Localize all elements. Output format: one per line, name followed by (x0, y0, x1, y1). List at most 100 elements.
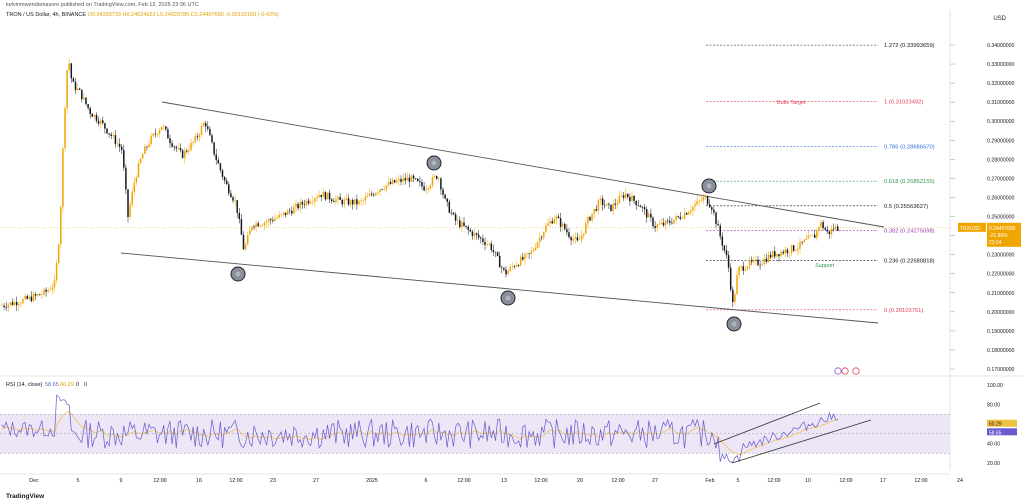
candle-body (683, 212, 686, 219)
candle-body (419, 181, 421, 183)
candle-body (24, 296, 26, 299)
candle-body (362, 200, 364, 201)
candle-body (223, 177, 226, 181)
candle-body (211, 135, 213, 143)
price-tick-label: 0.27000000 (987, 176, 1015, 182)
candle-body (501, 267, 503, 268)
candle-body (225, 180, 228, 185)
candle-body (578, 239, 581, 241)
candle-body (209, 128, 211, 136)
candle-body (553, 219, 556, 224)
candle-body (830, 228, 833, 235)
candle-body (43, 289, 45, 295)
candle-body (532, 249, 535, 252)
fib-level-label: 1 (0.31023492) (884, 100, 923, 106)
event-icon (852, 367, 860, 375)
candle-body (240, 219, 243, 235)
candle-body (368, 193, 371, 197)
price-tick-label: 0.22000000 (987, 272, 1015, 278)
candle-body (406, 177, 409, 181)
price-tick-label: 0.21000000 (987, 291, 1015, 297)
candle-body (547, 223, 549, 226)
time-tick-label: 12:00 (457, 478, 470, 484)
candle-body (484, 241, 486, 245)
candle-body (257, 223, 259, 227)
candle-body (47, 290, 49, 292)
symbol-name[interactable]: TRON / US Dollar, 4h, BINANCE (6, 12, 87, 18)
candle-body (85, 97, 87, 105)
candle-body (299, 201, 301, 209)
candle-body (20, 303, 22, 305)
candle-body (45, 289, 47, 292)
candle-body (81, 89, 83, 100)
candle-body (62, 148, 64, 208)
candle-body (173, 146, 175, 148)
candle-body (433, 176, 436, 178)
candle-body (207, 126, 209, 129)
candle-body (154, 133, 157, 135)
candle-body (249, 230, 251, 236)
candle-body (253, 226, 255, 228)
candle-body (190, 142, 192, 151)
candle-body (13, 301, 16, 305)
candle-body (650, 213, 652, 218)
candle-body (366, 196, 369, 198)
candle-body (110, 134, 112, 136)
candle-body (629, 196, 631, 202)
time-tick-label: 27 (652, 478, 658, 484)
candle-body (76, 88, 79, 90)
symbol-tag: TRXUSD (960, 226, 981, 232)
candle-body (580, 235, 583, 240)
price-tick-label: 0.30000000 (987, 119, 1015, 125)
candle-body (732, 289, 734, 303)
candle-body (198, 134, 201, 138)
candle-body (740, 266, 742, 267)
candle-body (452, 212, 455, 215)
candle-body (524, 254, 526, 260)
candle-body (816, 230, 818, 238)
rsi-value-d: 0 (84, 382, 87, 388)
candle-body (685, 212, 688, 215)
candle-body (795, 250, 797, 251)
candle-body (204, 123, 207, 127)
candle-body (612, 203, 614, 211)
candle-body (78, 88, 81, 90)
candle-body (706, 196, 709, 205)
candle-body (757, 259, 759, 265)
candle-body (568, 232, 570, 238)
tradingview-watermark: TradingView (6, 493, 45, 500)
candle-body (370, 193, 373, 195)
rsi-title: RSI (14, close) (6, 382, 43, 388)
candle-body (431, 177, 434, 186)
candle-body (648, 213, 650, 218)
candle-body (656, 224, 658, 228)
candle-body (356, 199, 358, 205)
rsi-ma-line (1, 410, 838, 456)
candle-body (589, 217, 591, 221)
candle-body (561, 223, 564, 227)
candle-body (498, 255, 501, 268)
rsi-value: 58.65 (45, 382, 59, 388)
candle-body (57, 244, 60, 264)
candle-body (837, 226, 839, 231)
candle-body (813, 234, 816, 238)
candle-body (200, 126, 203, 135)
candle-body (114, 135, 117, 144)
candle-body (83, 97, 85, 100)
candle-body (383, 189, 385, 191)
rsi-line (1, 394, 838, 463)
candle-body (408, 177, 411, 182)
candle-body (591, 213, 593, 221)
candle-body (425, 189, 427, 191)
candle-body (70, 63, 73, 79)
candle-body (769, 254, 772, 258)
candle-body (309, 202, 312, 204)
candle-body (7, 304, 10, 308)
rsi-tag: 58.65 (989, 430, 1002, 436)
candle-body (106, 128, 108, 134)
candle-body (721, 236, 724, 246)
price-tick-label: 0.18000000 (987, 348, 1015, 354)
candle-body (801, 241, 803, 243)
candle-body (87, 104, 89, 109)
